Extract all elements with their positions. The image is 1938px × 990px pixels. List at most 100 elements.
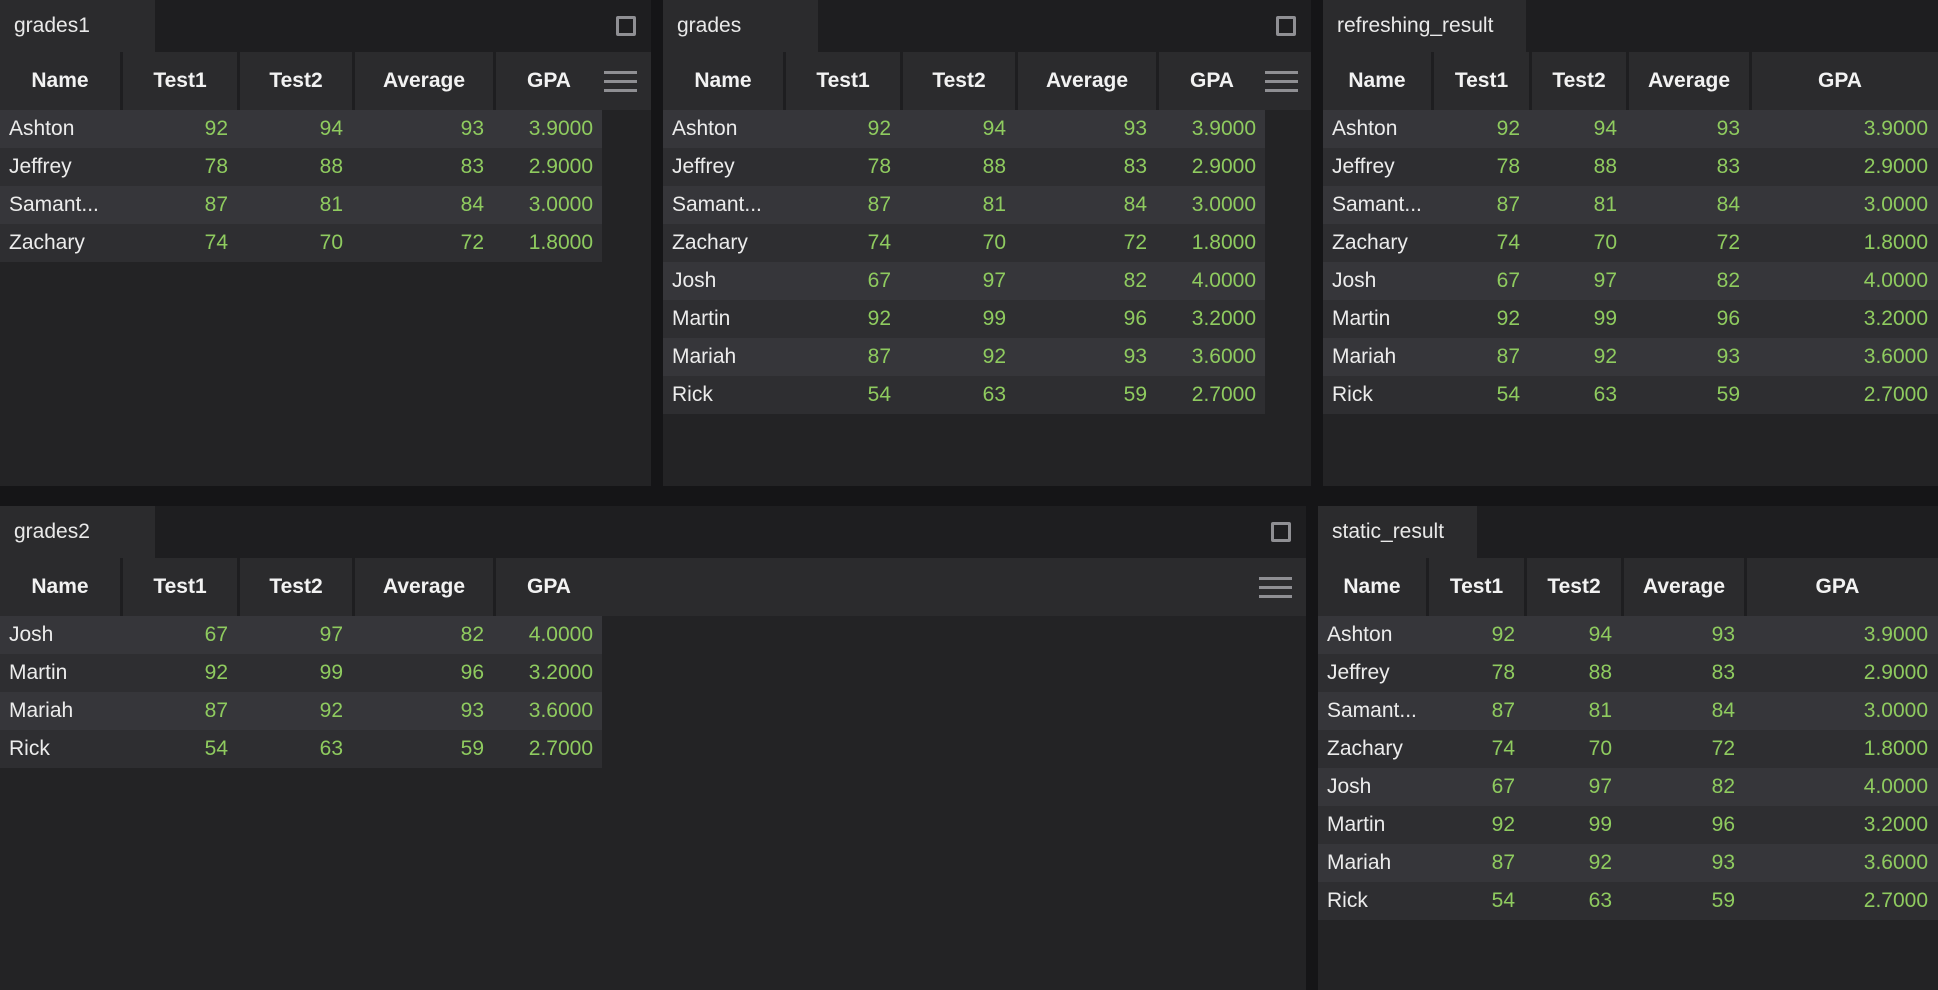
table-row[interactable]: Martin9299963.2000 [1318, 806, 1938, 844]
column-header-gpa[interactable]: GPA [1749, 52, 1938, 110]
column-header-test1[interactable]: Test1 [120, 558, 237, 616]
hamburger-menu-icon[interactable] [1259, 577, 1292, 598]
cell-test2: 94 [237, 110, 352, 148]
cell-test1: 54 [1431, 376, 1529, 414]
cell-gpa: 3.2000 [1749, 300, 1938, 338]
table-row[interactable]: Josh6797824.0000 [663, 262, 1265, 300]
column-header-average[interactable]: Average [352, 558, 493, 616]
cell-test2: 70 [1529, 224, 1626, 262]
table-row[interactable]: Jeffrey7888832.9000 [0, 148, 602, 186]
cell-name: Mariah [1318, 844, 1426, 882]
table-row[interactable]: Zachary7470721.8000 [1323, 224, 1938, 262]
table-row[interactable]: Jeffrey7888832.9000 [1318, 654, 1938, 692]
table-row[interactable]: Samant...8781843.0000 [663, 186, 1265, 224]
column-header-test1[interactable]: Test1 [1431, 52, 1529, 110]
header-columns: NameTest1Test2AverageGPA [1323, 52, 1938, 110]
table-body: Ashton9294933.9000Jeffrey7888832.9000Sam… [1318, 616, 1938, 990]
cell-name: Rick [663, 376, 783, 414]
table-row[interactable]: Mariah8792933.6000 [0, 692, 602, 730]
tab-grades2[interactable]: grades2 [0, 506, 155, 558]
cell-test1: 87 [120, 186, 237, 224]
table-row[interactable]: Mariah8792933.6000 [1323, 338, 1938, 376]
table-row[interactable]: Samant...8781843.0000 [0, 186, 602, 224]
table-row[interactable]: Ashton9294933.9000 [663, 110, 1265, 148]
table-row[interactable]: Zachary7470721.8000 [0, 224, 602, 262]
table-row[interactable]: Samant...8781843.0000 [1323, 186, 1938, 224]
cell-test2: 88 [237, 148, 352, 186]
column-header-test2[interactable]: Test2 [1524, 558, 1621, 616]
table-row[interactable]: Ashton9294933.9000 [0, 110, 602, 148]
column-header-test1[interactable]: Test1 [783, 52, 900, 110]
cell-name: Ashton [1318, 616, 1426, 654]
cell-average: 93 [352, 110, 493, 148]
column-header-test2[interactable]: Test2 [237, 558, 352, 616]
table-row[interactable]: Josh6797824.0000 [1318, 768, 1938, 806]
cell-test1: 92 [1426, 616, 1524, 654]
table-row[interactable]: Ashton9294933.9000 [1323, 110, 1938, 148]
cell-test1: 92 [1426, 806, 1524, 844]
table-row[interactable]: Mariah8792933.6000 [1318, 844, 1938, 882]
column-header-name[interactable]: Name [0, 558, 120, 616]
table-row[interactable]: Rick5463592.7000 [0, 730, 602, 768]
cell-name: Mariah [1323, 338, 1431, 376]
column-header-test1[interactable]: Test1 [120, 52, 237, 110]
cell-average: 83 [1626, 148, 1749, 186]
table-row[interactable]: Josh6797824.0000 [0, 616, 602, 654]
table-row[interactable]: Martin9299963.2000 [663, 300, 1265, 338]
column-header-gpa[interactable]: GPA [493, 52, 602, 110]
tab-grades[interactable]: grades [663, 0, 818, 52]
tab-bar: grades1 [0, 0, 651, 52]
column-header-average[interactable]: Average [1621, 558, 1744, 616]
tab-static-result[interactable]: static_result [1318, 506, 1477, 558]
table-row[interactable]: Jeffrey7888832.9000 [663, 148, 1265, 186]
cell-test2: 92 [1529, 338, 1626, 376]
table-header: NameTest1Test2AverageGPA [0, 52, 651, 110]
square-outline-icon[interactable] [1276, 16, 1296, 36]
table-row[interactable]: Rick5463592.7000 [1323, 376, 1938, 414]
column-header-test2[interactable]: Test2 [237, 52, 352, 110]
tab-label: static_result [1332, 520, 1444, 543]
cell-test2: 81 [237, 186, 352, 224]
cell-test2: 88 [1524, 654, 1621, 692]
cell-test2: 88 [900, 148, 1015, 186]
cell-test1: 67 [1431, 262, 1529, 300]
table-row[interactable]: Rick5463592.7000 [663, 376, 1265, 414]
panel-grades1: grades1 NameTest1Test2AverageGPA Ashton9… [0, 0, 651, 486]
table-row[interactable]: Zachary7470721.8000 [663, 224, 1265, 262]
column-header-name[interactable]: Name [1323, 52, 1431, 110]
column-header-average[interactable]: Average [1626, 52, 1749, 110]
column-header-test1[interactable]: Test1 [1426, 558, 1524, 616]
column-header-name[interactable]: Name [1318, 558, 1426, 616]
column-header-average[interactable]: Average [1015, 52, 1156, 110]
cell-name: Samant... [0, 186, 120, 224]
tab-refreshing-result[interactable]: refreshing_result [1323, 0, 1526, 52]
table-row[interactable]: Martin9299963.2000 [1323, 300, 1938, 338]
square-outline-icon[interactable] [616, 16, 636, 36]
table-row[interactable]: Ashton9294933.9000 [1318, 616, 1938, 654]
column-header-test2[interactable]: Test2 [900, 52, 1015, 110]
column-header-gpa[interactable]: GPA [1156, 52, 1265, 110]
column-header-name[interactable]: Name [0, 52, 120, 110]
column-header-average[interactable]: Average [352, 52, 493, 110]
table-row[interactable]: Martin9299963.2000 [0, 654, 602, 692]
table-row[interactable]: Zachary7470721.8000 [1318, 730, 1938, 768]
square-outline-icon[interactable] [1271, 522, 1291, 542]
cell-test2: 99 [237, 654, 352, 692]
tab-grades1[interactable]: grades1 [0, 0, 155, 52]
column-header-test2[interactable]: Test2 [1529, 52, 1626, 110]
tab-bar: static_result [1318, 506, 1938, 558]
table-row[interactable]: Jeffrey7888832.9000 [1323, 148, 1938, 186]
panel-refreshing-result: refreshing_result NameTest1Test2AverageG… [1323, 0, 1938, 486]
cell-gpa: 3.6000 [493, 692, 602, 730]
column-header-gpa[interactable]: GPA [493, 558, 602, 616]
cell-name: Zachary [663, 224, 783, 262]
table-row[interactable]: Samant...8781843.0000 [1318, 692, 1938, 730]
hamburger-menu-icon[interactable] [604, 71, 637, 92]
hamburger-menu-icon[interactable] [1265, 71, 1298, 92]
column-header-gpa[interactable]: GPA [1744, 558, 1938, 616]
cell-test2: 99 [1529, 300, 1626, 338]
column-header-name[interactable]: Name [663, 52, 783, 110]
table-row[interactable]: Rick5463592.7000 [1318, 882, 1938, 920]
table-row[interactable]: Mariah8792933.6000 [663, 338, 1265, 376]
table-row[interactable]: Josh6797824.0000 [1323, 262, 1938, 300]
